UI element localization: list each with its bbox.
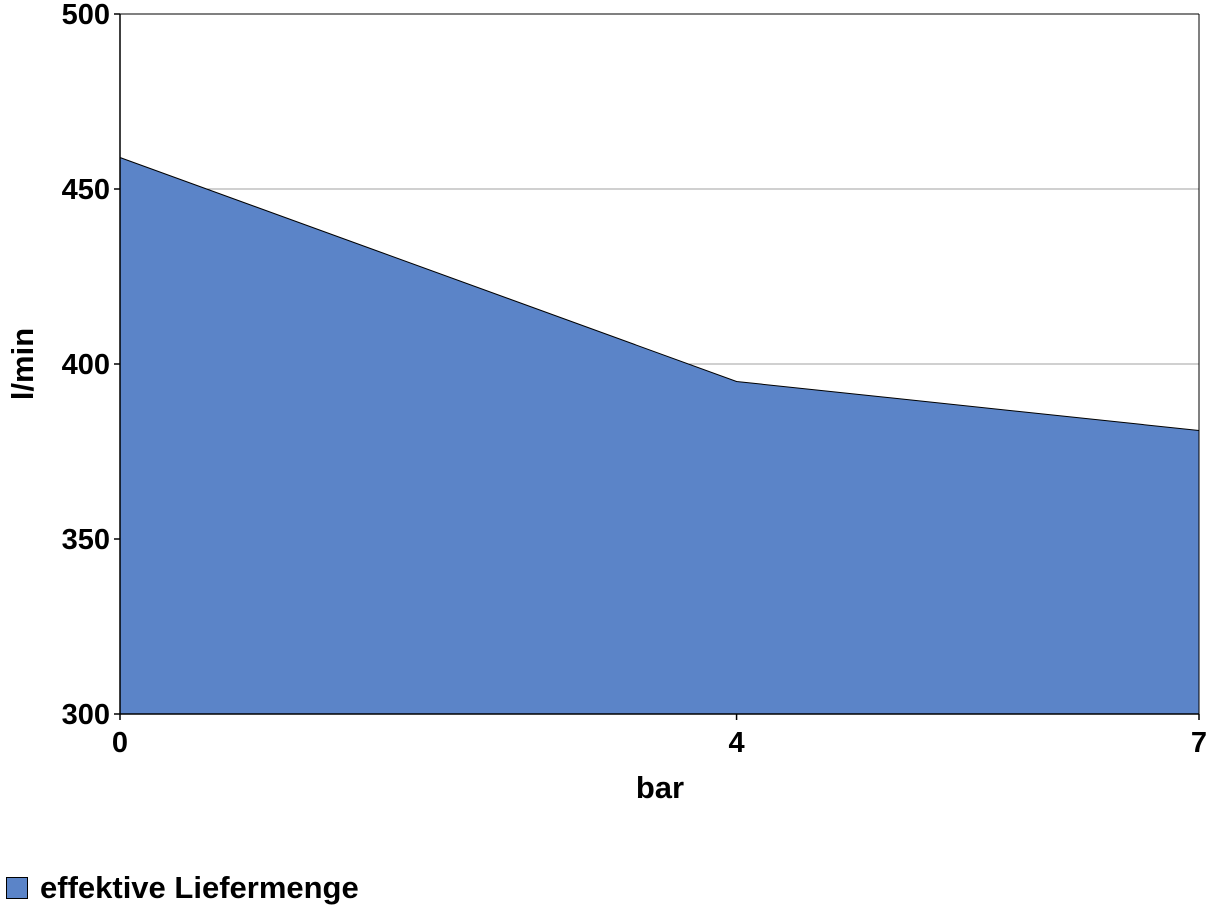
legend-label: effektive Liefermenge bbox=[40, 870, 359, 905]
axes bbox=[114, 13, 1200, 720]
y-tick-label-500: 500 bbox=[62, 0, 110, 31]
x-axis-title: bar bbox=[636, 770, 684, 805]
data-point-0-1 bbox=[736, 381, 738, 382]
x-tick-labels: 0 4 7 bbox=[112, 727, 1207, 759]
y-tick-label-300: 300 bbox=[62, 699, 110, 731]
legend-swatch bbox=[6, 877, 28, 899]
y-tick-label-450: 450 bbox=[62, 174, 110, 206]
y-tick-labels: 300 350 400 450 500 bbox=[62, 0, 110, 731]
x-tick-label-4: 4 bbox=[729, 727, 745, 759]
legend: effektive Liefermenge bbox=[6, 870, 359, 906]
x-tick-label-7: 7 bbox=[1191, 727, 1207, 759]
y-axis-title: l/min bbox=[5, 328, 40, 400]
x-tick-label-0: 0 bbox=[112, 727, 128, 759]
y-tick-label-400: 400 bbox=[62, 349, 110, 381]
series-area-0 bbox=[120, 157, 1199, 714]
series-layer bbox=[119, 157, 1200, 714]
y-tick-label-350: 350 bbox=[62, 524, 110, 556]
